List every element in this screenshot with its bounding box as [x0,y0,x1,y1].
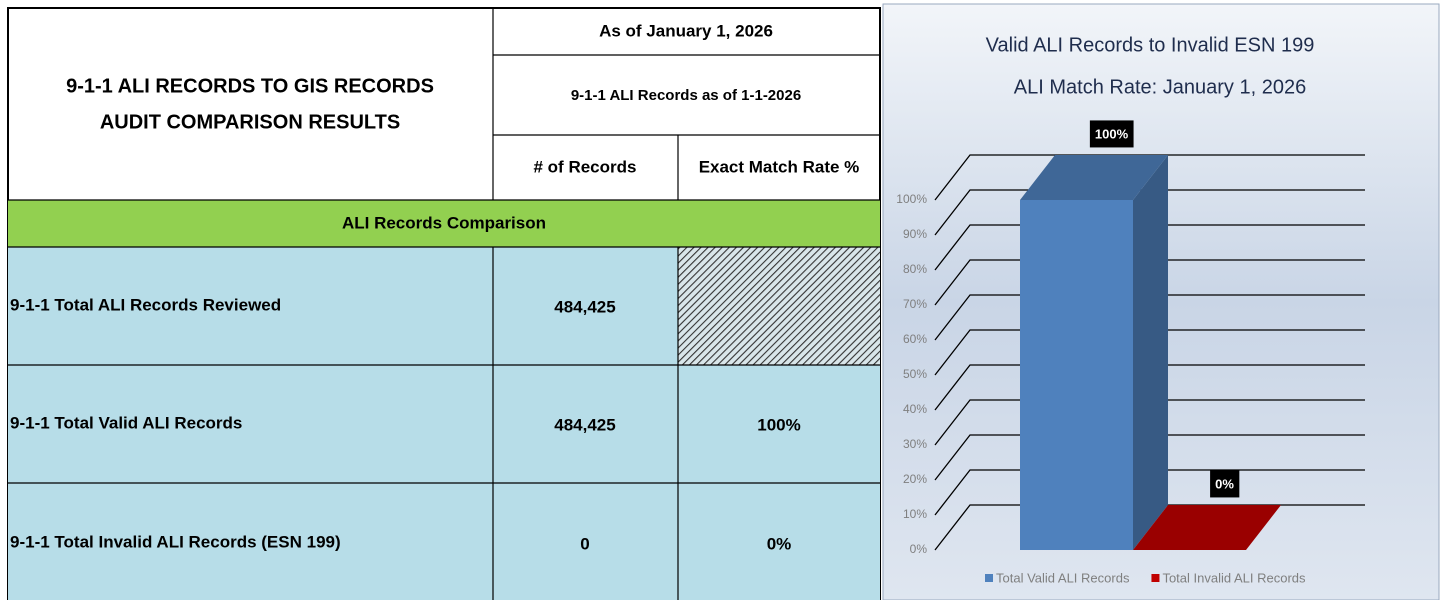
records: 0 [580,534,589,553]
y-tick-label: 30% [903,437,927,451]
as-of: As of January 1, 2026 [599,21,773,40]
table: 9-1-1 ALI RECORDS TO GIS RECORDS AUDIT C… [7,7,881,600]
y-tick-label: 0% [910,542,928,556]
y-tick-label: 70% [903,297,927,311]
legend-swatch [985,574,993,582]
chart: Valid ALI Records to Invalid ESN 199 ALI… [882,3,1440,600]
y-tick-label: 20% [903,472,927,486]
table-lines [8,8,880,600]
y-tick-label: 40% [903,402,927,416]
y-tick-label: 10% [903,507,927,521]
row-label: 9-1-1 Total Invalid ALI Records (ESN 199… [10,532,341,551]
bar-top [1020,155,1168,200]
legend-label: Total Valid ALI Records [996,570,1130,585]
row-label: 9-1-1 Total ALI Records Reviewed [10,295,281,314]
chart-title: Valid ALI Records to Invalid ESN 199 [986,34,1315,56]
bar-side [1133,155,1168,550]
data-label: 100% [1095,126,1129,141]
grid-line [934,189,1365,236]
chart-subtitle: ALI Match Rate: January 1, 2026 [1014,76,1306,98]
table-title: 9-1-1 ALI RECORDS TO GIS RECORDS [66,75,434,97]
grid-line [934,469,1365,516]
records: 484,425 [554,297,615,316]
records: 484,425 [554,415,615,434]
grid-line [934,329,1365,376]
column-header: # of Records [534,157,637,176]
grid-line [934,294,1365,341]
bar-top [1133,505,1281,550]
rate: 100% [757,415,800,434]
section-bg [8,200,880,247]
data-label-bg [1089,120,1134,148]
y-tick-label: 60% [903,332,927,346]
column-header: Exact Match Rate % [699,157,860,176]
data-label-bg [1210,470,1240,498]
data-label: 0% [1215,476,1234,491]
rate: 0% [767,534,792,553]
legend-label: Total Invalid ALI Records [1162,570,1306,585]
grid-line [934,399,1365,446]
hatched-cell [678,247,880,365]
y-tick-label: 50% [903,367,927,381]
grid-line [934,364,1365,411]
grid-line [934,434,1365,481]
row-label: 9-1-1 Total Valid ALI Records [10,413,242,432]
table-title: AUDIT COMPARISON RESULTS [100,111,400,133]
y-tick-label: 100% [896,192,927,206]
y-tick-label: 80% [903,262,927,276]
y-tick-label: 90% [903,227,927,241]
subheader: 9-1-1 ALI Records as of 1-1-2026 [571,87,801,104]
grid-line [934,224,1365,271]
grid-line [934,154,1365,201]
section-label: ALI Records Comparison [342,213,546,232]
grid-line [934,259,1365,306]
bar-front [1020,200,1133,550]
legend-swatch [1151,574,1160,582]
